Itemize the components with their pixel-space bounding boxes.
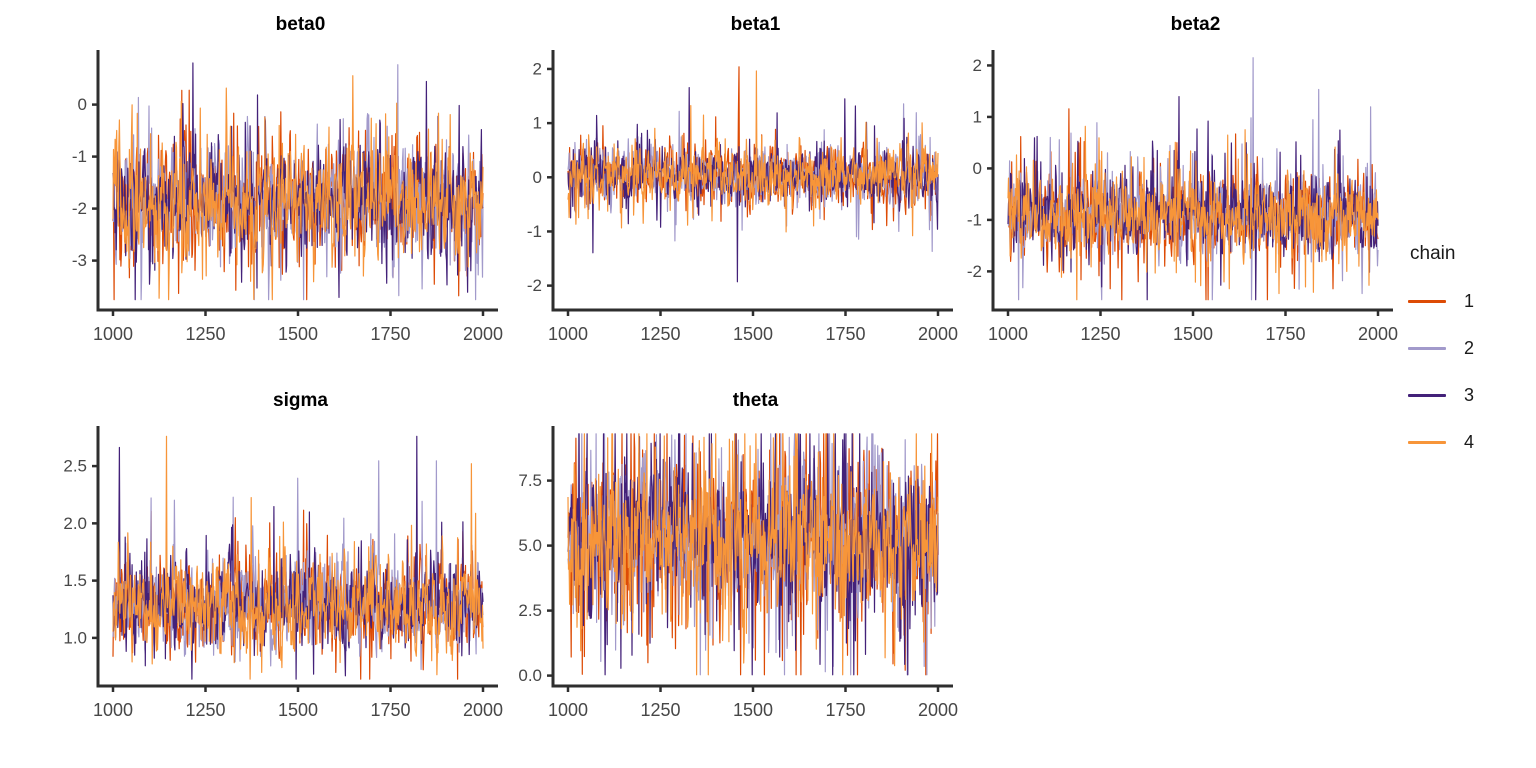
trace-chain-4 [1007, 125, 1379, 301]
y-tick-label: -2 [527, 276, 542, 295]
trace-chain-4 [112, 75, 484, 301]
legend-label: 1 [1464, 290, 1475, 311]
legend-title: chain [1410, 243, 1456, 264]
axes: 2 1 0 -1 -2 1000 1250 1500 1750 2000 [967, 50, 1398, 344]
panel-beta0: beta0 0 -1 -2 -3 1000 1250 1500 1750 2000 [28, 6, 503, 366]
x-tick-label: 1000 [93, 700, 133, 720]
x-tick-label: 1750 [825, 700, 865, 720]
y-tick-label: 0 [533, 168, 542, 187]
y-tick-label: 2 [973, 56, 982, 75]
y-tick-label: -2 [967, 262, 982, 281]
x-tick-label: 1250 [640, 324, 680, 344]
legend-entry-chain-3: 3 [1408, 385, 1528, 405]
x-tick-label: 1250 [185, 324, 225, 344]
x-tick-label: 1500 [733, 324, 773, 344]
trace-chart-beta1: 2 1 0 -1 -2 1000 1250 1500 1750 2000 [527, 50, 958, 344]
axes: 2 1 0 -1 -2 1000 1250 1500 1750 2000 [527, 50, 958, 344]
y-tick-label: 1.0 [63, 628, 87, 647]
axes: 0 -1 -2 -3 1000 1250 1500 1750 2000 [72, 50, 503, 344]
x-tick-label: 2000 [918, 324, 958, 344]
panel-sigma: sigma 2.5 2.0 1.5 1.0 1000 1250 1500 1750 2000 [28, 382, 503, 742]
x-tick-label: 1250 [640, 700, 680, 720]
panel-theta: theta 7.5 5.0 2.5 0.0 1000 1250 1500 1750 2000 [483, 382, 958, 742]
trace-chain-4 [567, 70, 939, 237]
x-tick-label: 2000 [463, 700, 503, 720]
y-tick-label: 0 [973, 159, 982, 178]
x-tick-label: 1000 [548, 700, 588, 720]
trace-chart-sigma: 2.5 2.0 1.5 1.0 1000 1250 1500 1750 2000 [63, 426, 503, 720]
x-tick-label: 1250 [185, 700, 225, 720]
y-tick-label: -1 [527, 222, 542, 241]
y-tick-label: 0 [78, 95, 87, 114]
traces [112, 435, 484, 680]
x-tick-label: 2000 [463, 324, 503, 344]
x-tick-label: 2000 [1358, 324, 1398, 344]
trace-chart-beta0: 0 -1 -2 -3 1000 1250 1500 1750 2000 [72, 50, 503, 344]
y-tick-label: -2 [72, 199, 87, 218]
trace-chain-3 [567, 86, 939, 283]
legend-entry-chain-4: 4 [1408, 432, 1528, 452]
trace-chart-beta2: 2 1 0 -1 -2 1000 1250 1500 1750 2000 [967, 50, 1398, 344]
y-tick-label: 2.5 [518, 601, 542, 620]
y-tick-label: 0.0 [518, 666, 542, 685]
x-tick-label: 1000 [988, 324, 1028, 344]
trace-chain-4 [567, 433, 939, 676]
chain-2-line-swatch [1408, 346, 1446, 350]
trace-chart-theta: 7.5 5.0 2.5 0.0 1000 1250 1500 1750 2000 [518, 426, 958, 720]
chain-1-line-swatch [1408, 299, 1446, 303]
y-tick-label: 1 [973, 107, 982, 126]
chain-3-line-swatch [1408, 393, 1446, 397]
traces [112, 62, 484, 301]
x-tick-label: 1250 [1080, 324, 1120, 344]
panel-title: beta0 [275, 14, 326, 35]
axes: 2.5 2.0 1.5 1.0 1000 1250 1500 1750 2000 [63, 426, 503, 720]
y-tick-label: 1.5 [63, 571, 87, 590]
panel-title: theta [732, 390, 779, 411]
x-tick-label: 1750 [825, 324, 865, 344]
x-tick-label: 1750 [370, 324, 410, 344]
trace-chain-4 [112, 435, 484, 680]
x-tick-label: 2000 [918, 700, 958, 720]
x-tick-label: 1750 [1265, 324, 1305, 344]
traces [567, 433, 939, 676]
y-tick-label: 2.5 [63, 457, 87, 476]
y-tick-label: -1 [967, 210, 982, 229]
y-tick-label: 7.5 [518, 471, 542, 490]
x-tick-label: 1500 [733, 700, 773, 720]
legend-label: 4 [1464, 431, 1475, 452]
x-tick-label: 1750 [370, 700, 410, 720]
axes: 7.5 5.0 2.5 0.0 1000 1250 1500 1750 2000 [518, 426, 958, 720]
panel-beta2: beta2 2 1 0 -1 -2 1000 1250 1500 1750 2000 [923, 6, 1398, 366]
panel-title: beta2 [1170, 14, 1221, 35]
panel-title: sigma [273, 390, 328, 411]
y-tick-label: 2.0 [63, 514, 87, 533]
x-tick-label: 1000 [93, 324, 133, 344]
panel-beta1: beta1 2 1 0 -1 -2 1000 1250 1500 1750 2000 [483, 6, 958, 366]
legend-label: 3 [1464, 384, 1475, 405]
chain-4-line-swatch [1408, 440, 1446, 444]
y-tick-label: 1 [533, 114, 542, 133]
x-tick-label: 1500 [278, 324, 318, 344]
y-tick-label: 2 [533, 59, 542, 78]
x-tick-label: 1500 [1173, 324, 1213, 344]
legend-label: 2 [1464, 337, 1475, 358]
legend-entry-chain-2: 2 [1408, 338, 1528, 358]
y-tick-label: -3 [72, 251, 87, 270]
x-tick-label: 1500 [278, 700, 318, 720]
y-tick-label: 5.0 [518, 536, 542, 555]
traces [567, 66, 939, 283]
traces [1007, 57, 1379, 301]
x-tick-label: 1000 [548, 324, 588, 344]
trace-chain-2 [112, 460, 484, 670]
legend-entry-chain-1: 1 [1408, 291, 1528, 311]
y-tick-label: -1 [72, 147, 87, 166]
chain-legend: chain 1 2 3 4 [1408, 243, 1528, 479]
panel-title: beta1 [730, 14, 781, 35]
